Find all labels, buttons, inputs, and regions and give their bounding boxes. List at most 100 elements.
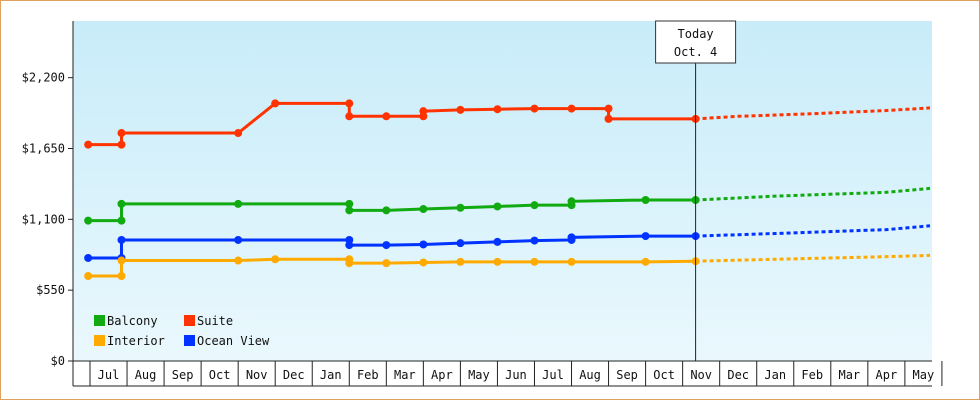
data-point-interior — [419, 258, 428, 267]
x-tick-label: May — [468, 368, 490, 382]
data-point-interior — [117, 256, 126, 265]
x-tick-label: Jan — [764, 368, 786, 382]
data-point-suite — [345, 112, 354, 121]
data-point-interior — [382, 259, 391, 268]
legend-label-suite: Suite — [197, 314, 233, 328]
data-point-suite — [117, 129, 126, 138]
data-point-suite — [604, 114, 613, 123]
x-tick-label: Nov — [246, 368, 268, 382]
x-tick-label: Jul — [542, 368, 564, 382]
data-point-balcony — [641, 196, 650, 205]
x-tick-label: Nov — [690, 368, 712, 382]
data-point-balcony — [419, 205, 428, 214]
data-point-interior — [530, 257, 539, 266]
data-point-suite — [419, 107, 428, 116]
data-point-balcony — [456, 203, 465, 212]
y-tick-label: $1,650 — [22, 142, 65, 156]
data-point-suite — [604, 104, 613, 113]
x-axis: Jul Aug Sep Oct Nov Dec Jan Feb Mar Apr May Jun Jul A… — [73, 360, 943, 387]
y-tick-label: $0 — [51, 354, 65, 368]
data-point-suite — [117, 140, 126, 149]
legend-swatch-interior — [94, 335, 105, 346]
data-point-balcony — [345, 206, 354, 215]
today-label: Today — [678, 27, 714, 41]
series-projection-ocean-view — [695, 224, 931, 238]
data-point-interior — [456, 257, 465, 266]
data-point-ocean-view — [456, 239, 465, 248]
data-point-suite — [271, 99, 280, 108]
data-point-balcony — [84, 216, 93, 225]
x-tick-label: Jun — [505, 368, 527, 382]
data-point-balcony — [530, 201, 539, 210]
data-point-suite — [493, 105, 502, 114]
data-point-ocean-view — [234, 235, 243, 244]
data-point-interior — [234, 256, 243, 265]
data-point-ocean-view — [641, 232, 650, 241]
x-tick-label: Sep — [616, 368, 638, 382]
data-point-balcony — [117, 199, 126, 208]
data-point-ocean-view — [84, 253, 93, 262]
data-point-ocean-view — [345, 241, 354, 250]
y-tick-label: $2,200 — [22, 71, 65, 85]
y-tick-label: $1,100 — [22, 212, 65, 226]
x-tick-label: Apr — [876, 368, 898, 382]
data-point-balcony — [345, 199, 354, 208]
legend-swatch-balcony — [94, 315, 105, 326]
legend: Balcony Suite Interior Ocean View — [94, 314, 270, 348]
x-tick-label: Feb — [357, 368, 379, 382]
data-point-suite — [567, 104, 576, 113]
legend-swatch-ocean-view — [184, 335, 195, 346]
x-tick-label: Oct — [209, 368, 231, 382]
x-tick-label: Oct — [653, 368, 675, 382]
data-point-balcony — [382, 206, 391, 215]
data-point-interior — [567, 257, 576, 266]
data-point-balcony — [493, 202, 502, 211]
y-axis: $0 $550 $1,100 $1,650 $2,200 — [22, 21, 74, 386]
x-tick-label: Sep — [172, 368, 194, 382]
x-tick-label: Mar — [394, 368, 416, 382]
today-date: Oct. 4 — [674, 45, 717, 59]
x-tick-label: Dec — [727, 368, 749, 382]
data-point-interior — [271, 255, 280, 264]
series-projection-interior — [695, 253, 931, 263]
series-layer — [84, 99, 931, 280]
data-point-ocean-view — [567, 233, 576, 242]
data-point-suite — [345, 99, 354, 108]
series-projection-suite — [695, 106, 931, 121]
legend-swatch-suite — [184, 315, 195, 326]
x-tick-label: Apr — [431, 368, 453, 382]
data-point-balcony — [567, 197, 576, 206]
x-tick-label: Mar — [838, 368, 860, 382]
legend-label-ocean-view: Ocean View — [197, 334, 270, 348]
data-point-ocean-view — [493, 237, 502, 246]
data-point-suite — [234, 129, 243, 138]
today-box — [655, 20, 737, 64]
data-point-balcony — [234, 199, 243, 208]
y-tick-label: $550 — [36, 283, 65, 297]
data-point-interior — [117, 272, 126, 280]
data-point-suite — [456, 105, 465, 114]
data-point-suite — [530, 104, 539, 113]
data-point-suite — [382, 112, 391, 121]
data-point-ocean-view — [382, 241, 391, 250]
data-point-interior — [641, 257, 650, 266]
x-tick-label: Feb — [801, 368, 823, 382]
series-projection-balcony — [695, 186, 931, 202]
data-point-interior — [493, 257, 502, 266]
data-point-interior — [345, 259, 354, 268]
x-tick-label: Aug — [135, 368, 157, 382]
data-point-ocean-view — [117, 235, 126, 244]
x-tick-label: May — [913, 368, 935, 382]
data-point-ocean-view — [419, 240, 428, 249]
x-tick-label: Jan — [320, 368, 342, 382]
data-point-balcony — [117, 216, 126, 225]
x-tick-label: Jul — [98, 368, 120, 382]
data-point-interior — [84, 272, 93, 280]
today-marker: Today Oct. 4 — [655, 20, 737, 361]
data-point-suite — [84, 140, 93, 149]
data-point-ocean-view — [530, 236, 539, 245]
x-tick-label: Aug — [579, 368, 601, 382]
legend-label-interior: Interior — [107, 334, 165, 348]
